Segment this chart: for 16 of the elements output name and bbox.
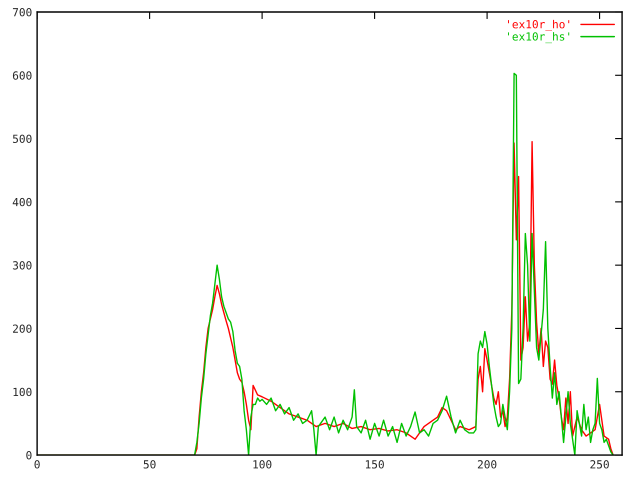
y-tick-label: 300 — [12, 261, 32, 270]
x-tick-label: 250 — [590, 460, 609, 469]
y-tick-label: 100 — [14, 388, 32, 396]
y-tick-label: 500 — [12, 134, 32, 143]
y-tick-label: 400 — [12, 198, 32, 206]
y-tick-label: 0 — [26, 451, 32, 460]
y-tick-label: 600 — [12, 71, 32, 80]
y-tick-label: 200 — [13, 324, 32, 333]
y-tick-label: 700 — [12, 8, 32, 16]
x-tick-label: 150 — [366, 460, 384, 469]
x-tick-label: 200 — [478, 460, 496, 469]
legend-label: 'ex10r_hs' — [508, 32, 570, 44]
x-tick-label: 50 — [144, 460, 156, 469]
legend-label: 'ex10r_ho' — [508, 20, 570, 31]
x-tick-label: 0 — [34, 460, 40, 469]
x-tick-label: 100 — [253, 460, 272, 469]
